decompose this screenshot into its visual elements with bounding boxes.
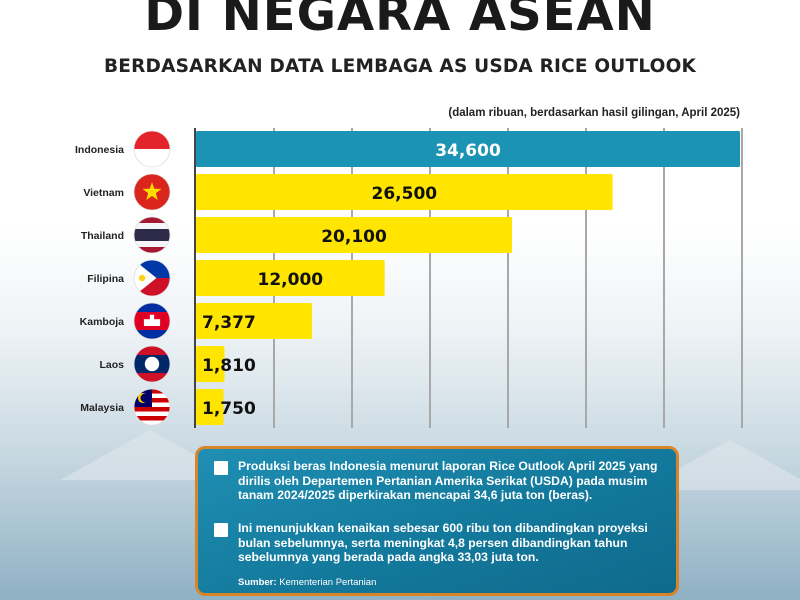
- checkbox-icon: [214, 523, 228, 537]
- info-bullet-1: Produksi beras Indonesia menurut laporan…: [214, 459, 668, 503]
- value-label: 7,377: [202, 313, 256, 333]
- vietnam-flag-icon: [133, 173, 171, 211]
- category-label: Laos: [99, 359, 124, 371]
- unit-note: (dalam ribuan, berdasarkan hasil gilinga…: [448, 107, 740, 119]
- source-value: Kementerian Pertanian: [279, 577, 377, 588]
- category-label: Thailand: [81, 230, 124, 242]
- source-label: Sumber:: [238, 577, 277, 588]
- bar-filipina: [196, 260, 385, 296]
- page-subtitle: BERDASARKAN DATA LEMBAGA AS USDA RICE OU…: [103, 56, 697, 77]
- info-bullet-text: Ini menunjukkan kenaikan sebesar 600 rib…: [238, 521, 648, 564]
- info-panel: Produksi beras Indonesia menurut laporan…: [195, 446, 679, 596]
- indonesia-flag-icon: [133, 130, 171, 168]
- value-label: 1,750: [202, 399, 256, 419]
- info-bullet-2: Ini menunjukkan kenaikan sebesar 600 rib…: [214, 521, 668, 565]
- checkbox-icon: [214, 461, 228, 475]
- malaysia-flag-icon: [133, 388, 171, 426]
- value-label: 12,000: [258, 270, 324, 290]
- category-label: Filipina: [87, 273, 124, 285]
- bar-laos: [196, 346, 225, 382]
- info-bullet-text: Produksi beras Indonesia menurut laporan…: [238, 459, 658, 502]
- bar-malaysia: [196, 389, 224, 425]
- page-title: DI NEGARA ASEAN: [144, 0, 656, 42]
- value-label: 20,100: [321, 227, 387, 247]
- bar-vietnam: [196, 174, 613, 210]
- bar-indonesia: [196, 131, 740, 167]
- source-line: Sumber: Kementerian Pertanian: [238, 577, 376, 588]
- bar-chart: 34,600 Indonesia 26,500 Vietnam 20,100 Thaila…: [75, 128, 743, 428]
- value-label: 1,810: [202, 356, 256, 376]
- bar-thailand: [196, 217, 513, 253]
- category-label: Kamboja: [80, 316, 125, 328]
- laos-flag-icon: [133, 345, 171, 383]
- value-label: 26,500: [372, 184, 438, 204]
- thailand-flag-icon: [133, 216, 171, 254]
- philippines-flag-icon: [133, 259, 171, 297]
- bar-kamboja: [196, 303, 312, 339]
- cambodia-flag-icon: [133, 302, 171, 340]
- category-label: Malaysia: [80, 402, 124, 414]
- category-label: Indonesia: [75, 144, 124, 156]
- value-label: 34,600: [435, 141, 501, 161]
- category-label: Vietnam: [83, 187, 124, 199]
